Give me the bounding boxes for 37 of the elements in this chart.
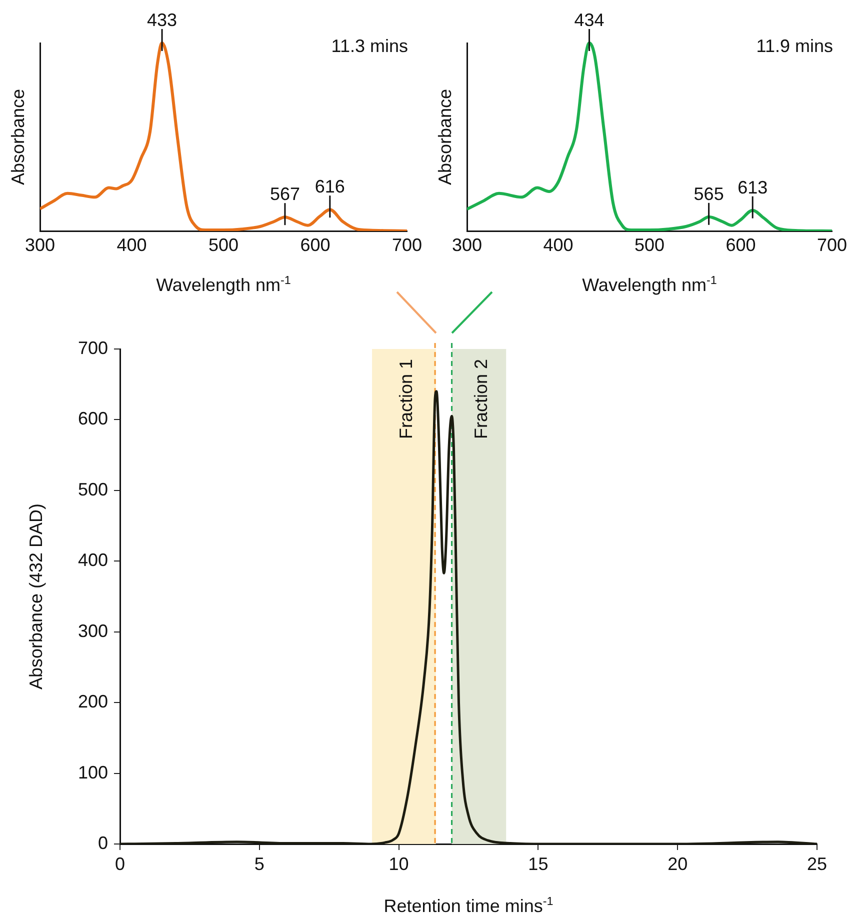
y-axis-title: Absorbance (432 DAD) (26, 503, 46, 690)
y-axis-title: Absorbance (435, 88, 455, 186)
x-tick-label: 25 (806, 854, 828, 874)
y-tick-label: 700 (78, 338, 108, 358)
x-tick-label: 0 (114, 854, 126, 874)
x-tick-label: 300 (24, 234, 56, 255)
x-tick-label: 300 (452, 234, 482, 255)
x-tick-label: 400 (543, 234, 574, 255)
y-tick-label: 300 (78, 620, 108, 641)
annotation: 565 (694, 184, 724, 204)
annotation: 613 (738, 177, 768, 198)
annotation: 11.3 mins (331, 36, 408, 56)
y-tick-label: 400 (78, 550, 108, 570)
y-tick-label: 600 (78, 408, 108, 429)
y-tick-label: 200 (78, 692, 108, 712)
x-tick-label: 5 (254, 854, 264, 874)
annotation: 433 (147, 10, 178, 30)
x-tick-label: 20 (668, 854, 688, 874)
y-axis-title: Absorbance (8, 88, 28, 186)
x-tick-label: 500 (208, 234, 239, 255)
x-tick-label: 700 (392, 234, 422, 255)
x-tick-label: 15 (528, 854, 548, 874)
x-tick-label: 700 (816, 234, 848, 255)
x-tick-label: 500 (634, 234, 665, 255)
annotation: 567 (270, 184, 300, 204)
x-tick-label: 10 (388, 854, 409, 874)
band-label: Fraction 1 (396, 359, 416, 440)
annotation: 11.9 mins (756, 36, 833, 56)
x-tick-label: 400 (116, 234, 147, 255)
x-tick-label: 600 (726, 234, 756, 255)
y-tick-label: 0 (98, 832, 108, 853)
annotation: 434 (574, 10, 604, 30)
y-tick-label: 500 (78, 479, 108, 500)
band-label: Fraction 2 (470, 359, 491, 440)
x-tick-label: 600 (300, 234, 330, 255)
y-tick-label: 100 (78, 762, 108, 782)
annotation: 616 (314, 176, 345, 197)
